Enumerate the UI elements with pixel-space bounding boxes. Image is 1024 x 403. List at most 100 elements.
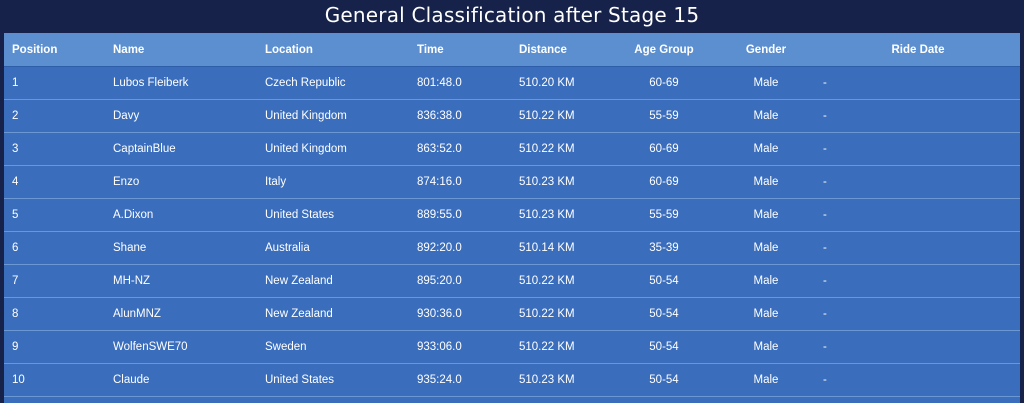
cell-name: AlunMNZ — [113, 308, 161, 320]
cell-position: 6 — [12, 242, 19, 254]
cell-gender: Male — [753, 275, 779, 287]
cell-ride-date: - — [823, 209, 827, 221]
cell-gender: Male — [753, 308, 779, 320]
table-row[interactable]: 7 MH-NZ New Zealand 895:20.0 510.22 KM 50-54 M… — [4, 265, 1020, 298]
cell-ride-date: - — [823, 374, 827, 386]
cell-location: New Zealand — [265, 275, 333, 287]
cell-ride-date: - — [823, 77, 827, 89]
cell-location: United States — [265, 209, 335, 221]
cell-gender: Male — [753, 341, 779, 353]
column-header-distance[interactable]: Distance — [519, 43, 567, 56]
cell-name: A.Dixon — [113, 209, 154, 221]
cell-location: United Kingdom — [265, 143, 347, 155]
cell-position: 4 — [12, 176, 19, 188]
cell-position: 5 — [12, 209, 19, 221]
cell-name: WolfenSWE70 — [113, 341, 188, 353]
cell-name: Davy — [113, 110, 140, 122]
cell-ride-date: - — [823, 308, 827, 320]
cell-gender: Male — [753, 110, 779, 122]
cell-name: Lubos Fleiberk — [113, 77, 189, 89]
table-row[interactable]: 9 WolfenSWE70 Sweden 933:06.0 510.22 KM 50-54… — [4, 331, 1020, 364]
table-row[interactable]: 8 AlunMNZ New Zealand 930:36.0 510.22 KM 50-5… — [4, 298, 1020, 331]
cell-age-group: 50-54 — [649, 374, 679, 386]
page-title: General Classification after Stage 15 — [324, 3, 700, 27]
cell-age-group: 35-39 — [649, 242, 679, 254]
column-header-name[interactable]: Name — [113, 43, 145, 56]
cell-time: 836:38.0 — [417, 110, 462, 122]
cell-age-group: 60-69 — [649, 143, 679, 155]
cell-age-group: 60-69 — [649, 176, 679, 188]
cell-gender: Male — [753, 143, 779, 155]
cell-distance: 510.23 KM — [519, 374, 575, 386]
cell-distance: 510.23 KM — [519, 176, 575, 188]
cell-distance: 510.22 KM — [519, 308, 575, 320]
cell-name: Enzo — [113, 176, 140, 188]
cell-gender: Male — [753, 209, 779, 221]
table-body: 1 Lubos Fleiberk Czech Republic 801:48.0 510… — [4, 67, 1020, 397]
cell-age-group: 60-69 — [649, 77, 679, 89]
classification-table: Position Name Location Time Distance Age… — [4, 33, 1020, 403]
cell-time: 874:16.0 — [417, 176, 462, 188]
table-row[interactable]: 6 Shane Australia 892:20.0 510.14 KM 35-39 Mal… — [4, 232, 1020, 265]
cell-name: CaptainBlue — [113, 143, 176, 155]
cell-position: 7 — [12, 275, 19, 287]
cell-position: 2 — [12, 110, 19, 122]
cell-distance: 510.22 KM — [519, 341, 575, 353]
cell-ride-date: - — [823, 341, 827, 353]
column-header-ride-date[interactable]: Ride Date — [891, 43, 945, 56]
column-header-age-group[interactable]: Age Group — [634, 43, 694, 56]
table-header-row: Position Name Location Time Distance Age… — [4, 33, 1020, 67]
cell-time: 892:20.0 — [417, 242, 462, 254]
cell-gender: Male — [753, 77, 779, 89]
cell-age-group: 50-54 — [649, 275, 679, 287]
cell-position: 8 — [12, 308, 19, 320]
cell-ride-date: - — [823, 110, 827, 122]
cell-position: 3 — [12, 143, 19, 155]
cell-location: Czech Republic — [265, 77, 346, 89]
cell-name: MH-NZ — [113, 275, 151, 287]
cell-distance: 510.22 KM — [519, 110, 575, 122]
cell-gender: Male — [753, 242, 779, 254]
column-header-gender[interactable]: Gender — [745, 43, 787, 56]
table-row[interactable]: 10 Claude United States 935:24.0 510.23 KM 50… — [4, 364, 1020, 397]
cell-location: United States — [265, 374, 335, 386]
cell-time: 935:24.0 — [417, 374, 462, 386]
cell-position: 10 — [12, 374, 25, 386]
cell-position: 9 — [12, 341, 19, 353]
cell-time: 889:55.0 — [417, 209, 462, 221]
cell-time: 933:06.0 — [417, 341, 462, 353]
cell-distance: 510.20 KM — [519, 77, 575, 89]
cell-location: Sweden — [265, 341, 307, 353]
column-header-time[interactable]: Time — [417, 43, 444, 56]
cell-ride-date: - — [823, 176, 827, 188]
column-header-position[interactable]: Position — [12, 43, 58, 56]
cell-age-group: 55-59 — [649, 209, 679, 221]
cell-time: 930:36.0 — [417, 308, 462, 320]
cell-ride-date: - — [823, 275, 827, 287]
table-row[interactable]: 4 Enzo Italy 874:16.0 510.23 KM 60-69 Male - — [4, 166, 1020, 199]
cell-distance: 510.22 KM — [519, 143, 575, 155]
cell-name: Claude — [113, 374, 150, 386]
cell-distance: 510.23 KM — [519, 209, 575, 221]
cell-location: Australia — [265, 242, 310, 254]
cell-name: Shane — [113, 242, 147, 254]
cell-ride-date: - — [823, 143, 827, 155]
cell-location: New Zealand — [265, 308, 333, 320]
cell-time: 863:52.0 — [417, 143, 462, 155]
table-row[interactable]: 1 Lubos Fleiberk Czech Republic 801:48.0 510… — [4, 67, 1020, 100]
cell-location: United Kingdom — [265, 110, 347, 122]
column-header-location[interactable]: Location — [265, 43, 313, 56]
table-row[interactable]: 5 A.Dixon United States 889:55.0 510.23 KM 55… — [4, 199, 1020, 232]
table-row[interactable]: 2 Davy United Kingdom 836:38.0 510.22 KM 55-5… — [4, 100, 1020, 133]
cell-time: 895:20.0 — [417, 275, 462, 287]
cell-gender: Male — [753, 176, 779, 188]
cell-location: Italy — [265, 176, 287, 188]
cell-gender: Male — [753, 374, 779, 386]
cell-ride-date: - — [823, 242, 827, 254]
cell-age-group: 55-59 — [649, 110, 679, 122]
cell-age-group: 50-54 — [649, 341, 679, 353]
cell-distance: 510.22 KM — [519, 275, 575, 287]
table-row[interactable]: 3 CaptainBlue United Kingdom 863:52.0 510.22… — [4, 133, 1020, 166]
cell-time: 801:48.0 — [417, 77, 462, 89]
